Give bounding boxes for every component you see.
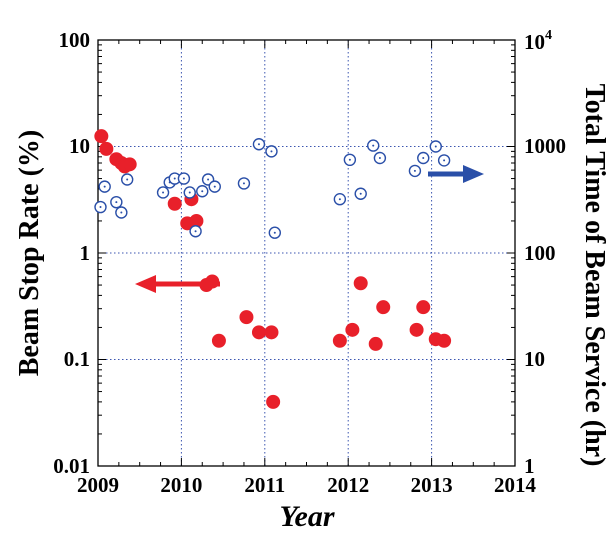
y-left-tick-label: 10 — [69, 134, 90, 158]
y-left-tick-label: 1 — [80, 241, 91, 265]
axis-ticks — [97, 40, 516, 467]
beam-service-time-point — [408, 164, 422, 178]
beam-service-time-point-dot — [422, 156, 425, 159]
beam-service-time-point-dot — [182, 177, 185, 180]
beam-service-time-point — [268, 226, 282, 239]
beam-stop-rate-point — [409, 322, 424, 337]
beam-service-time-point-dot — [257, 143, 260, 146]
beam-service-time-point-dot — [348, 158, 351, 161]
beam-service-time-point-dot — [359, 192, 362, 195]
beam-service-time-point — [98, 180, 111, 193]
beam-service-time-point-dot — [338, 198, 341, 201]
beam-service-time-point — [367, 139, 380, 152]
beam-stop-rate-point — [122, 157, 137, 172]
beam-service-time-point — [252, 138, 266, 151]
beam-service-time-point-dot — [372, 144, 375, 147]
beam-stop-rate-point — [416, 300, 431, 315]
beam-service-time-point — [417, 151, 430, 165]
beam-service-time-point-dot — [120, 211, 123, 214]
beam-service-time-point-dot — [413, 169, 416, 172]
x-tick-label: 2010 — [160, 473, 202, 497]
beam-service-time-point-dot — [162, 191, 165, 194]
beam-service-time-point-dot — [201, 190, 204, 193]
beam-stop-rate-point — [167, 196, 182, 211]
y-left-tick-labels: 0.01 0.1 1 10 100 — [53, 28, 90, 478]
beam-stop-rate-point — [368, 336, 383, 351]
beam-stop-rate-point — [332, 333, 347, 348]
beam-service-time-point — [183, 186, 196, 199]
x-tick-labels: 2009 2010 2011 2012 2013 2014 — [77, 473, 537, 497]
y-right-tick-label: 1 — [524, 454, 535, 478]
beam-service-time-point-dot — [443, 159, 446, 162]
beam-service-time-point-dot — [126, 178, 129, 181]
beam-service-time-point — [354, 187, 367, 200]
beam-stop-rate-point — [94, 129, 109, 144]
y-right-tick-label: 100 — [524, 241, 556, 265]
beam-service-time-point — [110, 195, 123, 209]
beam-stop-rate-point — [345, 322, 360, 337]
y-left-axis-title: Beam Stop Rate (%) — [14, 130, 45, 377]
beam-service-time-point — [208, 180, 221, 193]
beam-service-time-point-dot — [434, 145, 437, 148]
x-tick-label: 2014 — [494, 473, 537, 497]
beam-service-time-point-dot — [188, 191, 191, 194]
beam-service-time-point — [115, 206, 128, 219]
right-axis-arrow — [428, 165, 484, 183]
beam-service-time-point — [94, 200, 107, 214]
y-right-tick-label: 10 — [524, 347, 545, 371]
beam-service-time-point-dot — [242, 182, 245, 185]
y-left-tick-label: 100 — [59, 28, 91, 52]
y-right-tick-label: 1000 — [524, 134, 566, 158]
beam-service-time-point — [196, 185, 209, 198]
y-left-tick-label: 0.1 — [64, 347, 90, 371]
data-marks — [94, 129, 452, 409]
beam-service-time-point-dot — [207, 178, 210, 181]
beam-service-time-point-dot — [99, 206, 102, 209]
y-right-axis-title: Total Time of Beam Service (hr) — [579, 84, 610, 467]
x-tick-label: 2009 — [77, 473, 119, 497]
beam-stop-rate-point — [266, 394, 281, 409]
beam-service-time-point — [333, 193, 347, 206]
beam-service-time-point-dot — [270, 150, 273, 153]
beam-service-time-point — [373, 151, 387, 165]
beam-stop-rate-point — [251, 325, 266, 340]
beam-service-time-point — [189, 225, 202, 238]
grid-lines — [98, 40, 515, 466]
beam-service-time-point — [156, 186, 170, 199]
beam-service-time-point-dot — [103, 185, 106, 188]
beam-service-time-point-dot — [194, 230, 197, 233]
beam-service-time-point — [429, 140, 442, 153]
x-axis-title: Year — [280, 500, 335, 533]
beam-stop-rate-point — [211, 333, 226, 348]
beam-service-time-point-dot — [273, 231, 276, 234]
beam-stop-rate-point — [99, 141, 114, 156]
beam-service-time-point — [237, 177, 251, 190]
beam-service-time-point-dot — [213, 185, 216, 188]
beam-service-time-point-dot — [173, 177, 176, 180]
beam-service-time-point — [177, 172, 191, 185]
left-axis-arrow — [135, 275, 220, 293]
y-right-tick-labels: 1 10 100 1000 104 — [524, 28, 566, 478]
beam-service-time-point — [265, 145, 278, 158]
beam-stop-rate-point — [239, 310, 254, 325]
beam-stop-rate-point — [437, 333, 452, 348]
beam-stop-rate-point — [264, 325, 279, 340]
y-right-tick-label: 104 — [524, 28, 552, 54]
x-tick-label: 2011 — [244, 473, 285, 497]
beam-service-time-point — [437, 154, 451, 167]
beam-service-time-point — [120, 173, 134, 186]
beam-service-time-point-dot — [115, 201, 118, 204]
beam-service-time-point — [343, 153, 357, 167]
x-tick-label: 2012 — [327, 473, 369, 497]
x-tick-label: 2013 — [411, 473, 453, 497]
beam-service-time-point-dot — [378, 156, 381, 159]
beam-stop-rate-point — [376, 300, 391, 315]
beam-stop-rate-point — [353, 276, 368, 291]
y-left-tick-label: 0.01 — [53, 454, 90, 478]
